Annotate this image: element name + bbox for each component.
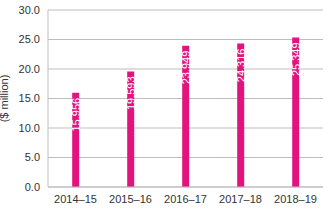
svg-text:2014–15: 2014–15 — [54, 193, 97, 205]
svg-text:30.0: 30.0 — [19, 4, 40, 16]
svg-text:2018–19: 2018–19 — [274, 193, 317, 205]
svg-text:2016–17: 2016–17 — [164, 193, 207, 205]
svg-text:5.0: 5.0 — [25, 151, 40, 163]
svg-text:20.0: 20.0 — [19, 63, 40, 75]
svg-text:25.349: 25.349 — [290, 42, 302, 76]
svg-text:23.949: 23.949 — [180, 51, 192, 85]
svg-text:2017–18: 2017–18 — [219, 193, 262, 205]
svg-text:15.956: 15.956 — [70, 98, 82, 132]
svg-text:15.0: 15.0 — [19, 92, 40, 104]
svg-text:0.0: 0.0 — [25, 181, 40, 193]
svg-text:($ million): ($ million) — [8, 75, 10, 123]
svg-text:25.0: 25.0 — [19, 33, 40, 45]
svg-text:24.316: 24.316 — [235, 49, 247, 83]
svg-text:2015–16: 2015–16 — [109, 193, 152, 205]
svg-text:19.593: 19.593 — [125, 76, 137, 110]
svg-text:10.0: 10.0 — [19, 122, 40, 134]
